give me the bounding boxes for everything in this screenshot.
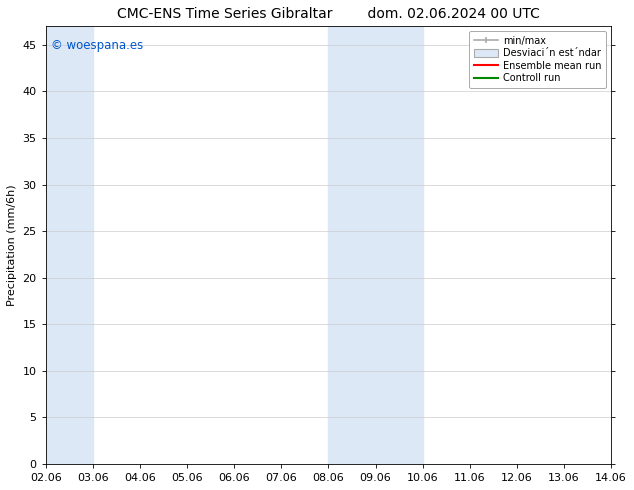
Text: © woespana.es: © woespana.es (51, 39, 143, 52)
Bar (328, 26, 423, 464)
Title: CMC-ENS Time Series Gibraltar        dom. 02.06.2024 00 UTC: CMC-ENS Time Series Gibraltar dom. 02.06… (117, 7, 540, 21)
Bar (46, 26, 93, 464)
Y-axis label: Precipitation (mm/6h): Precipitation (mm/6h) (7, 184, 17, 306)
Legend: min/max, Desviaci´n est´ndar, Ensemble mean run, Controll run: min/max, Desviaci´n est´ndar, Ensemble m… (469, 31, 606, 88)
